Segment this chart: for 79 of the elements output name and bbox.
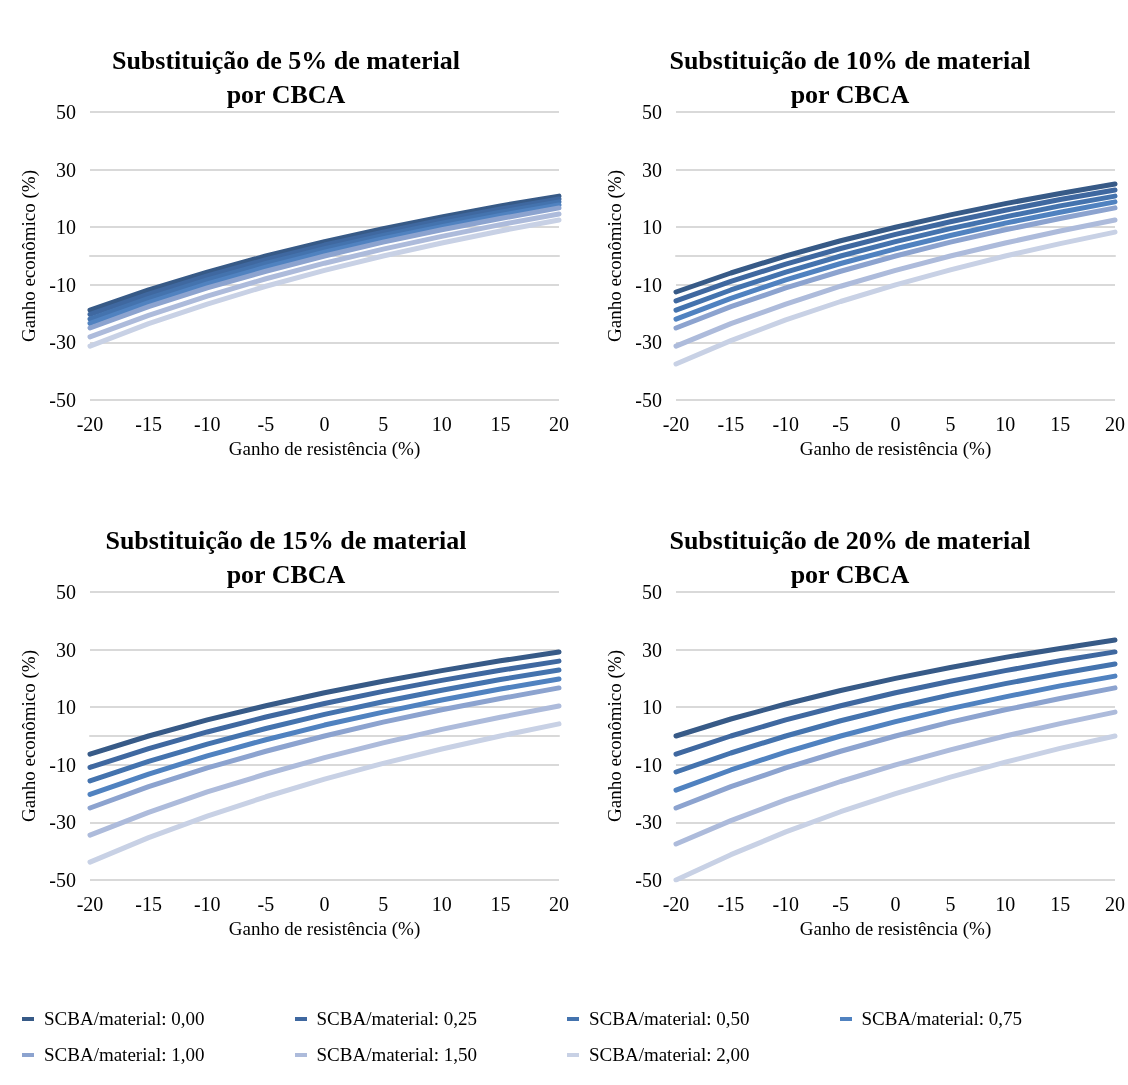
legend-label: SCBA/material: 0,00 xyxy=(44,1008,205,1030)
x-tick-label: 5 xyxy=(378,413,389,435)
x-tick-label: -15 xyxy=(135,413,162,435)
legend-label: SCBA/material: 1,00 xyxy=(44,1044,205,1066)
y-tick-label: 50 xyxy=(642,581,662,603)
legend-label: SCBA/material: 1,50 xyxy=(316,1044,477,1066)
x-tick-label: 20 xyxy=(1105,413,1125,435)
y-tick-label: -30 xyxy=(49,331,76,354)
y-tick-label: -10 xyxy=(49,753,76,776)
x-tick-label: 20 xyxy=(1105,893,1125,915)
y-axis-title: Ganho econômico (%) xyxy=(604,650,626,822)
chart-title: Substituição de 20% de material por CBCA xyxy=(669,525,1031,589)
x-tick-label: -5 xyxy=(257,893,275,915)
x-tick-label: -10 xyxy=(772,893,800,915)
y-tick-label: 10 xyxy=(642,696,662,719)
y-tick-label: -50 xyxy=(49,389,76,411)
x-axis-title: Ganho de resistência (%) xyxy=(228,917,421,940)
x-tick-label: -15 xyxy=(135,893,162,915)
x-tick-label: 15 xyxy=(490,413,511,435)
chart-title: Substituição de 10% de material por CBCA xyxy=(669,45,1031,109)
x-tick-label: 5 xyxy=(945,893,956,915)
x-tick-label: 0 xyxy=(319,413,330,435)
legend-label: SCBA/material: 0,50 xyxy=(589,1008,750,1030)
x-tick-label: 15 xyxy=(1050,413,1071,435)
x-tick-label: -5 xyxy=(832,413,849,435)
x-tick-label: 10 xyxy=(995,893,1016,915)
x-tick-label: -15 xyxy=(717,893,745,915)
y-tick-label: -30 xyxy=(635,331,662,354)
x-axis-title: Ganho de resistência (%) xyxy=(799,917,992,940)
chart-title: Substituição de 5% de material por CBCA xyxy=(111,45,461,109)
x-tick-label: 20 xyxy=(549,893,569,915)
y-axis-title: Ganho econômico (%) xyxy=(604,170,626,342)
y-tick-label: 50 xyxy=(642,101,662,123)
y-tick-label: -50 xyxy=(49,869,76,891)
y-tick-label: 30 xyxy=(642,158,662,181)
y-tick-label: -50 xyxy=(635,869,662,891)
x-tick-label: -5 xyxy=(832,893,849,915)
legend-label: SCBA/material: 0,25 xyxy=(316,1008,477,1030)
x-tick-label: -20 xyxy=(662,893,690,915)
x-tick-label: -15 xyxy=(717,413,745,435)
legend-label: SCBA/material: 0,75 xyxy=(861,1008,1022,1030)
y-tick-label: 30 xyxy=(56,158,76,181)
x-tick-label: 10 xyxy=(431,413,452,435)
x-axis-title: Ganho de resistência (%) xyxy=(799,437,992,460)
y-axis-title: Ganho econômico (%) xyxy=(18,170,40,342)
y-tick-label: 10 xyxy=(642,216,662,239)
x-tick-label: -10 xyxy=(193,893,221,915)
legend-label: SCBA/material: 2,00 xyxy=(589,1044,750,1066)
x-tick-label: -10 xyxy=(772,413,800,435)
x-tick-label: 15 xyxy=(1050,893,1071,915)
x-tick-label: 10 xyxy=(995,413,1016,435)
x-tick-label: 0 xyxy=(890,413,901,435)
y-tick-label: 30 xyxy=(56,638,76,661)
y-tick-label: -30 xyxy=(635,811,662,834)
y-tick-label: -30 xyxy=(49,811,76,834)
y-tick-label: 30 xyxy=(642,638,662,661)
x-tick-label: 5 xyxy=(945,413,956,435)
y-tick-label: 50 xyxy=(56,581,76,603)
x-tick-label: -20 xyxy=(662,413,690,435)
y-tick-label: -50 xyxy=(635,389,662,411)
y-tick-label: -10 xyxy=(49,273,76,296)
x-tick-label: -20 xyxy=(76,413,104,435)
x-tick-label: -10 xyxy=(193,413,221,435)
y-tick-label: 10 xyxy=(56,216,76,239)
x-tick-label: -5 xyxy=(257,413,275,435)
y-tick-label: 10 xyxy=(56,696,76,719)
chart-title: Substituição de 15% de material por CBCA xyxy=(105,525,467,589)
y-tick-label: -10 xyxy=(635,273,662,296)
x-tick-label: 5 xyxy=(378,893,389,915)
y-tick-label: -10 xyxy=(635,753,662,776)
x-tick-label: 0 xyxy=(319,893,330,915)
x-tick-label: -20 xyxy=(76,893,104,915)
x-tick-label: 15 xyxy=(490,893,511,915)
y-axis-title: Ganho econômico (%) xyxy=(18,650,40,822)
y-tick-label: 50 xyxy=(56,101,76,123)
x-tick-label: 10 xyxy=(431,893,452,915)
x-tick-label: 0 xyxy=(890,893,901,915)
x-tick-label: 20 xyxy=(549,413,569,435)
x-axis-title: Ganho de resistência (%) xyxy=(228,437,421,460)
